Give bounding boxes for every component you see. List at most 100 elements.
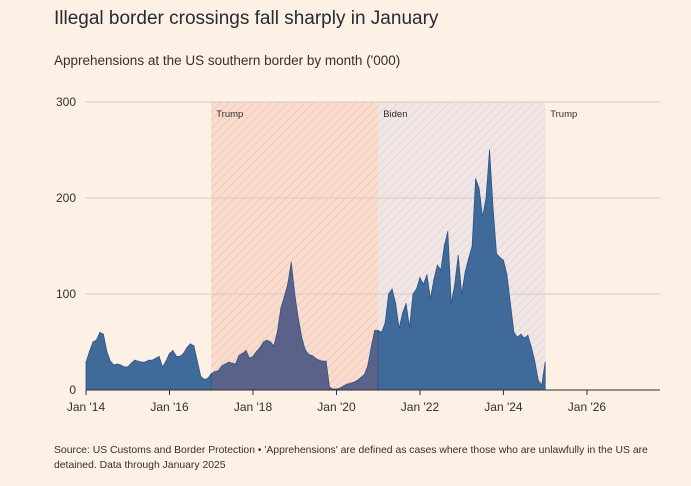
- data-point-2023-10: [492, 207, 494, 209]
- data-point-2015-06: [144, 361, 146, 363]
- data-point-2017-12: [248, 357, 251, 359]
- data-point-2020-01: [335, 388, 338, 390]
- data-point-2021-03: [384, 322, 386, 324]
- data-point-2017-07: [231, 362, 233, 364]
- area-segment-2021-2025: [377, 149, 546, 391]
- data-point-2015-09: [154, 357, 157, 359]
- data-point-2020-08: [360, 376, 362, 379]
- y-tick-label-200: 200: [56, 191, 76, 205]
- data-point-2020-09: [363, 374, 365, 376]
- data-point-2020-02: [339, 387, 341, 389]
- data-point-2014-05: [99, 331, 101, 333]
- period-label-trump-0: Trump: [216, 109, 243, 120]
- data-point-2018-07: [273, 345, 275, 347]
- x-tick-label-2020-01: Jan '20: [317, 400, 356, 414]
- data-point-2015-01: [127, 366, 129, 368]
- data-point-2024-12: [541, 384, 543, 386]
- data-point-2014-09: [113, 364, 115, 366]
- data-point-2023-09: [488, 149, 491, 151]
- data-point-2014-08: [109, 360, 111, 362]
- data-point-2018-05: [266, 339, 268, 341]
- data-point-2022-11: [454, 283, 456, 285]
- x-tick-label-2016-01: Jan '16: [150, 400, 189, 414]
- data-point-2016-08: [193, 345, 195, 347]
- data-point-2019-01: [294, 293, 296, 295]
- data-point-2017-04: [221, 365, 223, 367]
- data-point-2015-02: [130, 362, 132, 364]
- data-point-2022-08: [443, 245, 445, 247]
- data-point-2020-04: [346, 383, 348, 385]
- data-point-2015-08: [151, 359, 153, 361]
- data-point-2019-12: [332, 388, 334, 390]
- data-point-2022-04: [429, 298, 431, 300]
- data-point-2014-11: [120, 364, 122, 366]
- data-point-2017-09: [238, 354, 240, 357]
- y-tick-label-100: 100: [56, 287, 76, 301]
- data-point-2019-04: [304, 349, 306, 351]
- x-tick-label-2026-01: Jan '26: [568, 400, 607, 414]
- data-point-2023-08: [485, 197, 487, 199]
- data-point-2023-11: [495, 253, 498, 255]
- data-point-2014-10: [116, 363, 118, 365]
- data-point-2022-09: [447, 231, 449, 233]
- data-point-2015-07: [148, 359, 150, 361]
- area-segment-pre-2017: [85, 331, 212, 391]
- data-point-2014-06: [102, 333, 104, 335]
- data-point-2016-12: [207, 377, 209, 380]
- data-point-2021-01: [377, 329, 379, 332]
- data-point-2017-01: [210, 373, 212, 375]
- data-point-2020-07: [356, 379, 358, 381]
- data-point-2022-01: [419, 277, 421, 279]
- data-point-2015-11: [161, 366, 164, 368]
- data-point-2018-02: [255, 351, 258, 353]
- data-point-2018-01: [252, 355, 254, 357]
- data-point-2015-10: [158, 355, 160, 357]
- data-point-2017-05: [224, 363, 226, 365]
- y-tick-label-0: 0: [69, 383, 76, 397]
- data-point-2014-03: [92, 341, 94, 343]
- data-point-2022-05: [433, 279, 435, 281]
- y-tick-label-300: 300: [56, 95, 76, 109]
- data-point-2018-10: [283, 296, 285, 298]
- data-point-2022-10: [450, 303, 452, 305]
- data-point-2023-12: [499, 256, 501, 259]
- data-point-2018-12: [290, 261, 292, 263]
- data-point-2024-08: [527, 334, 529, 336]
- data-point-2014-01: [85, 361, 87, 363]
- data-point-2024-04: [513, 331, 515, 333]
- data-point-2016-11: [203, 378, 205, 381]
- data-point-2017-03: [217, 370, 219, 372]
- data-point-2023-05: [475, 178, 477, 180]
- data-point-2021-02: [381, 331, 383, 333]
- data-point-2016-09: [196, 360, 198, 362]
- data-point-2023-07: [481, 216, 484, 218]
- data-point-2024-03: [509, 303, 512, 305]
- period-label-trump-2: Trump: [550, 109, 577, 120]
- data-point-2020-03: [342, 385, 345, 387]
- data-point-2018-03: [259, 347, 261, 349]
- data-point-2014-07: [106, 351, 108, 353]
- data-point-2024-05: [516, 336, 518, 338]
- data-point-2021-12: [415, 288, 418, 290]
- data-point-2015-03: [134, 359, 136, 361]
- x-tick-label-2024-01: Jan '24: [484, 400, 523, 414]
- data-point-2023-01: [461, 293, 463, 295]
- data-point-2019-05: [308, 353, 310, 356]
- period-label-biden-1: Biden: [383, 109, 407, 120]
- data-point-2019-11: [328, 386, 331, 388]
- data-point-2016-02: [172, 350, 174, 352]
- x-tick-label-2022-01: Jan '22: [401, 400, 440, 414]
- data-point-2016-06: [186, 347, 188, 349]
- data-point-2024-10: [534, 360, 536, 362]
- data-point-2024-11: [537, 379, 539, 381]
- x-tick-label-2018-01: Jan '18: [234, 400, 273, 414]
- data-point-2016-03: [175, 355, 178, 357]
- data-point-2020-12: [374, 329, 376, 332]
- data-point-2021-07: [398, 327, 400, 330]
- data-point-2018-06: [269, 341, 271, 343]
- data-point-2020-05: [349, 382, 351, 384]
- data-point-2024-07: [523, 337, 525, 339]
- data-point-2021-05: [391, 288, 393, 290]
- data-point-2022-06: [436, 264, 438, 266]
- data-point-2018-04: [262, 341, 265, 343]
